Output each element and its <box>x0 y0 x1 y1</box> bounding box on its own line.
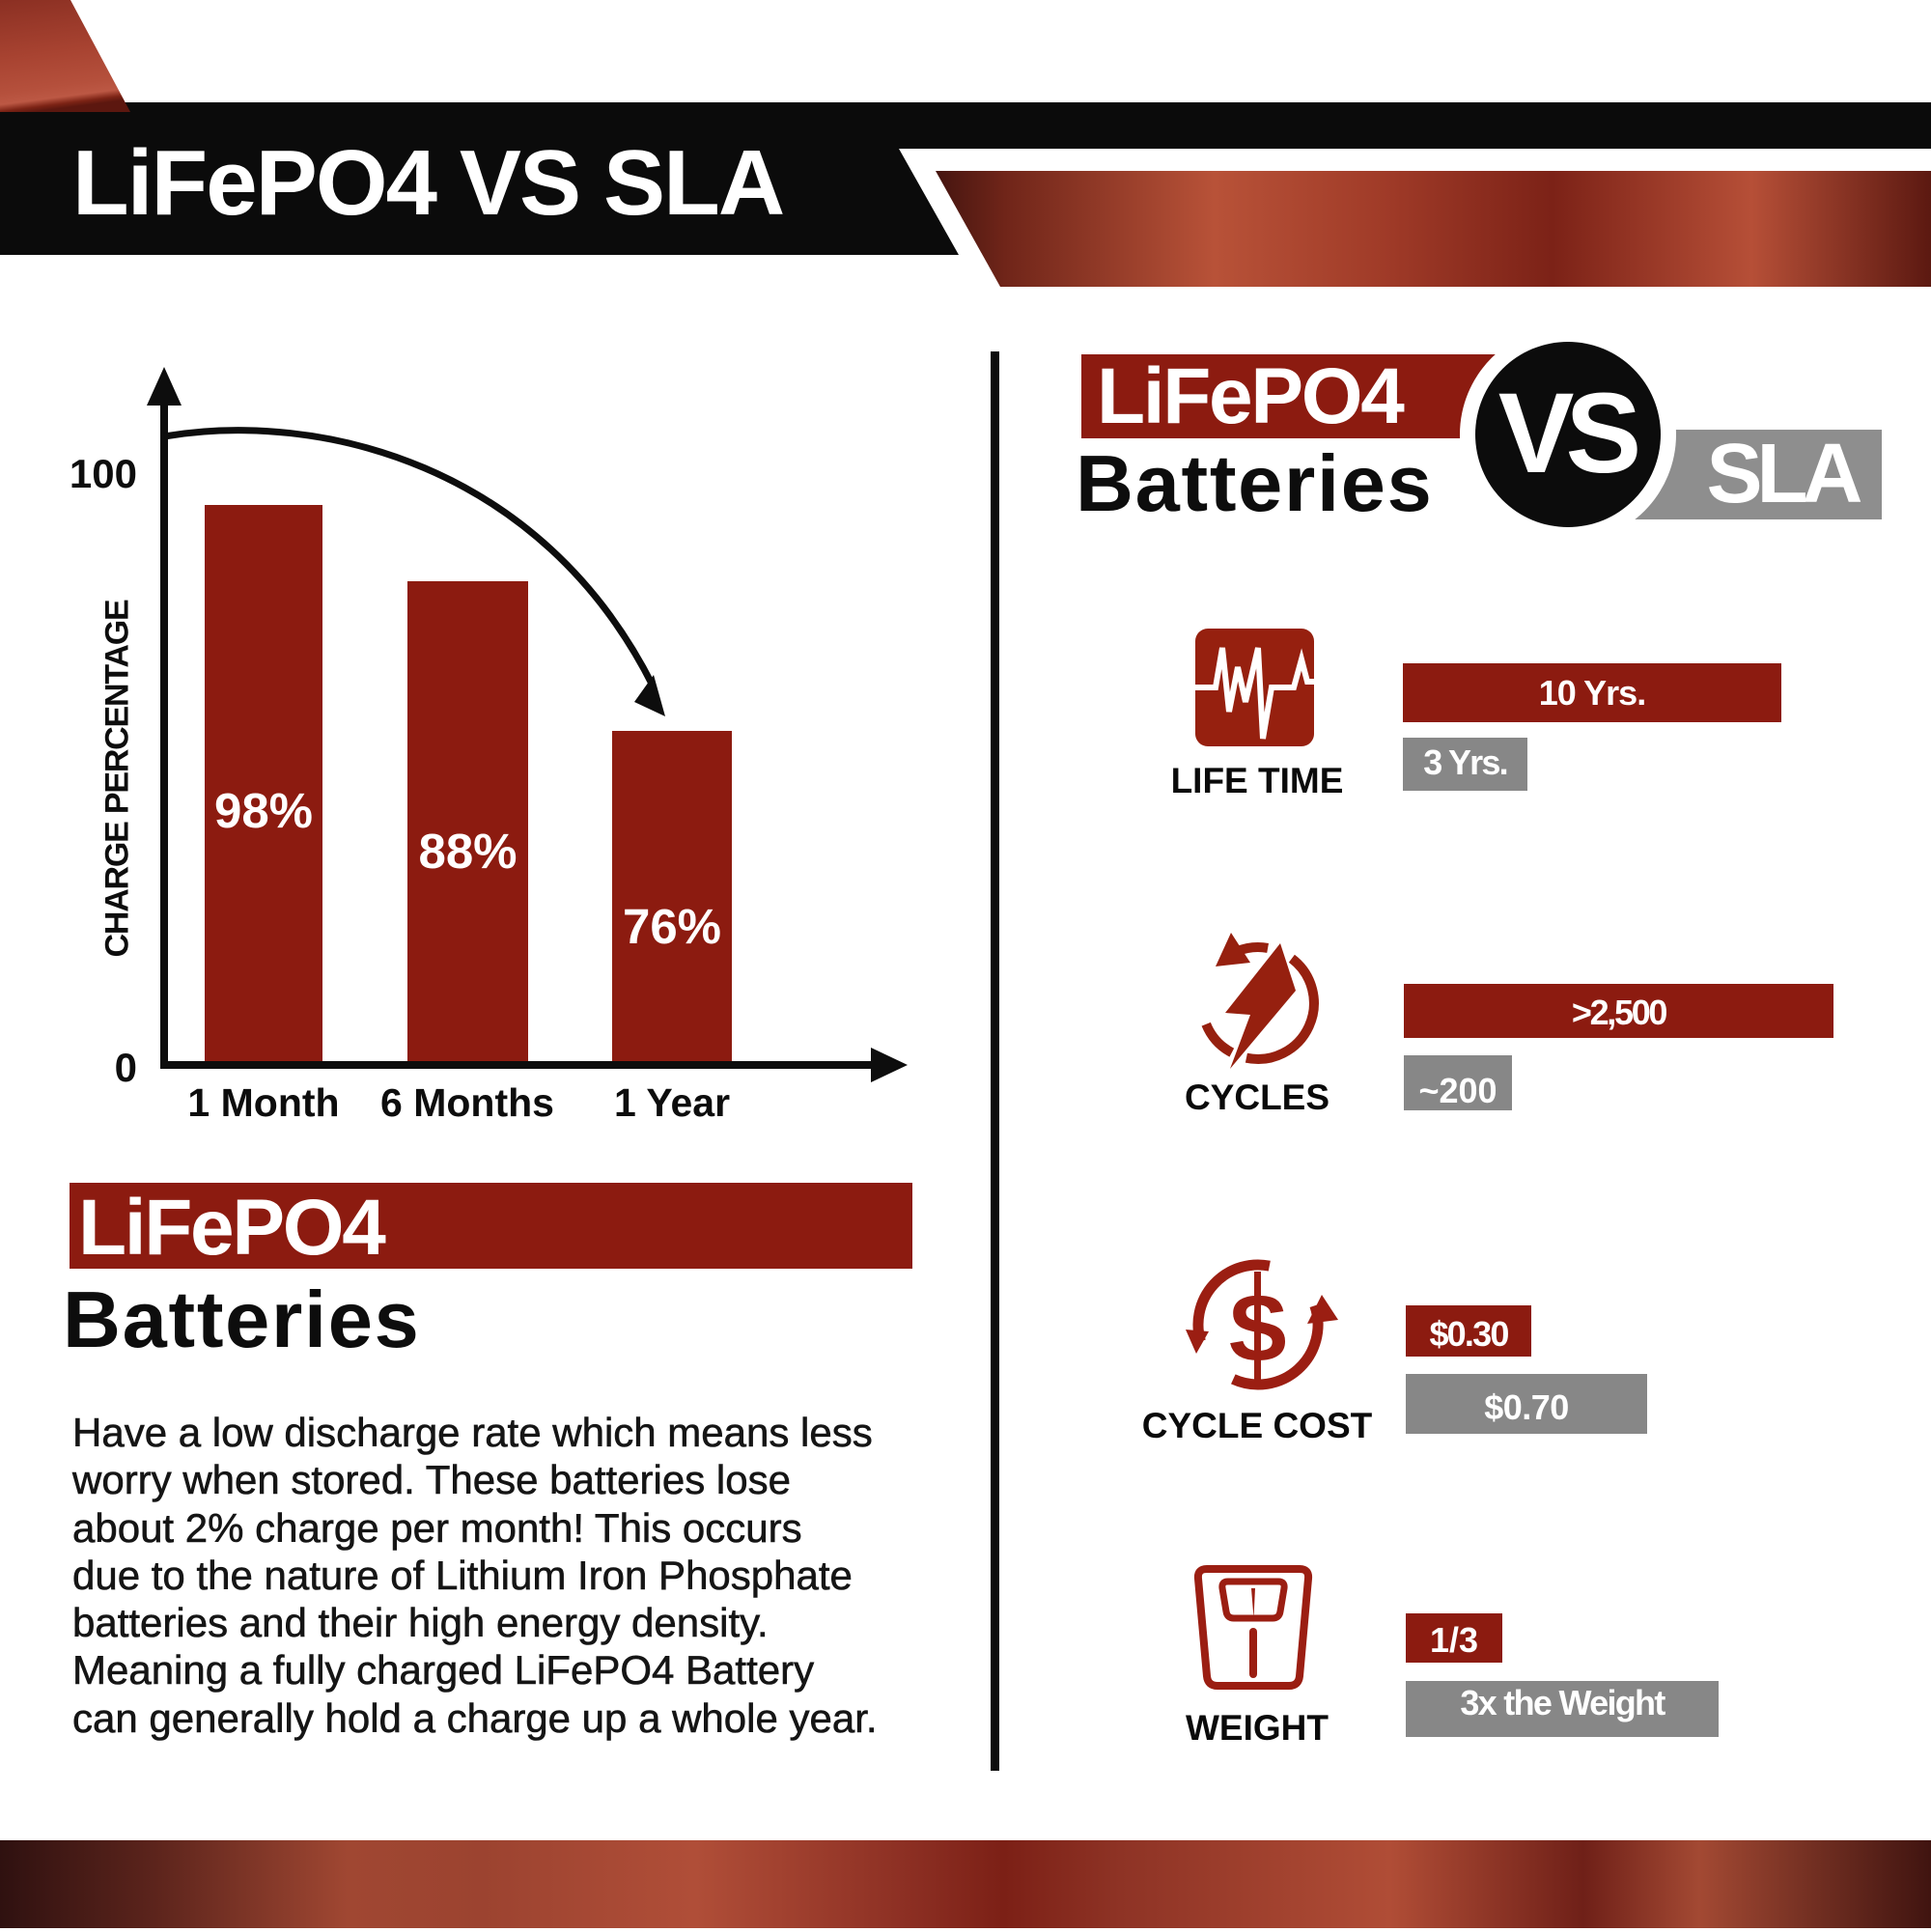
svg-text:S: S <box>1227 1277 1288 1380</box>
